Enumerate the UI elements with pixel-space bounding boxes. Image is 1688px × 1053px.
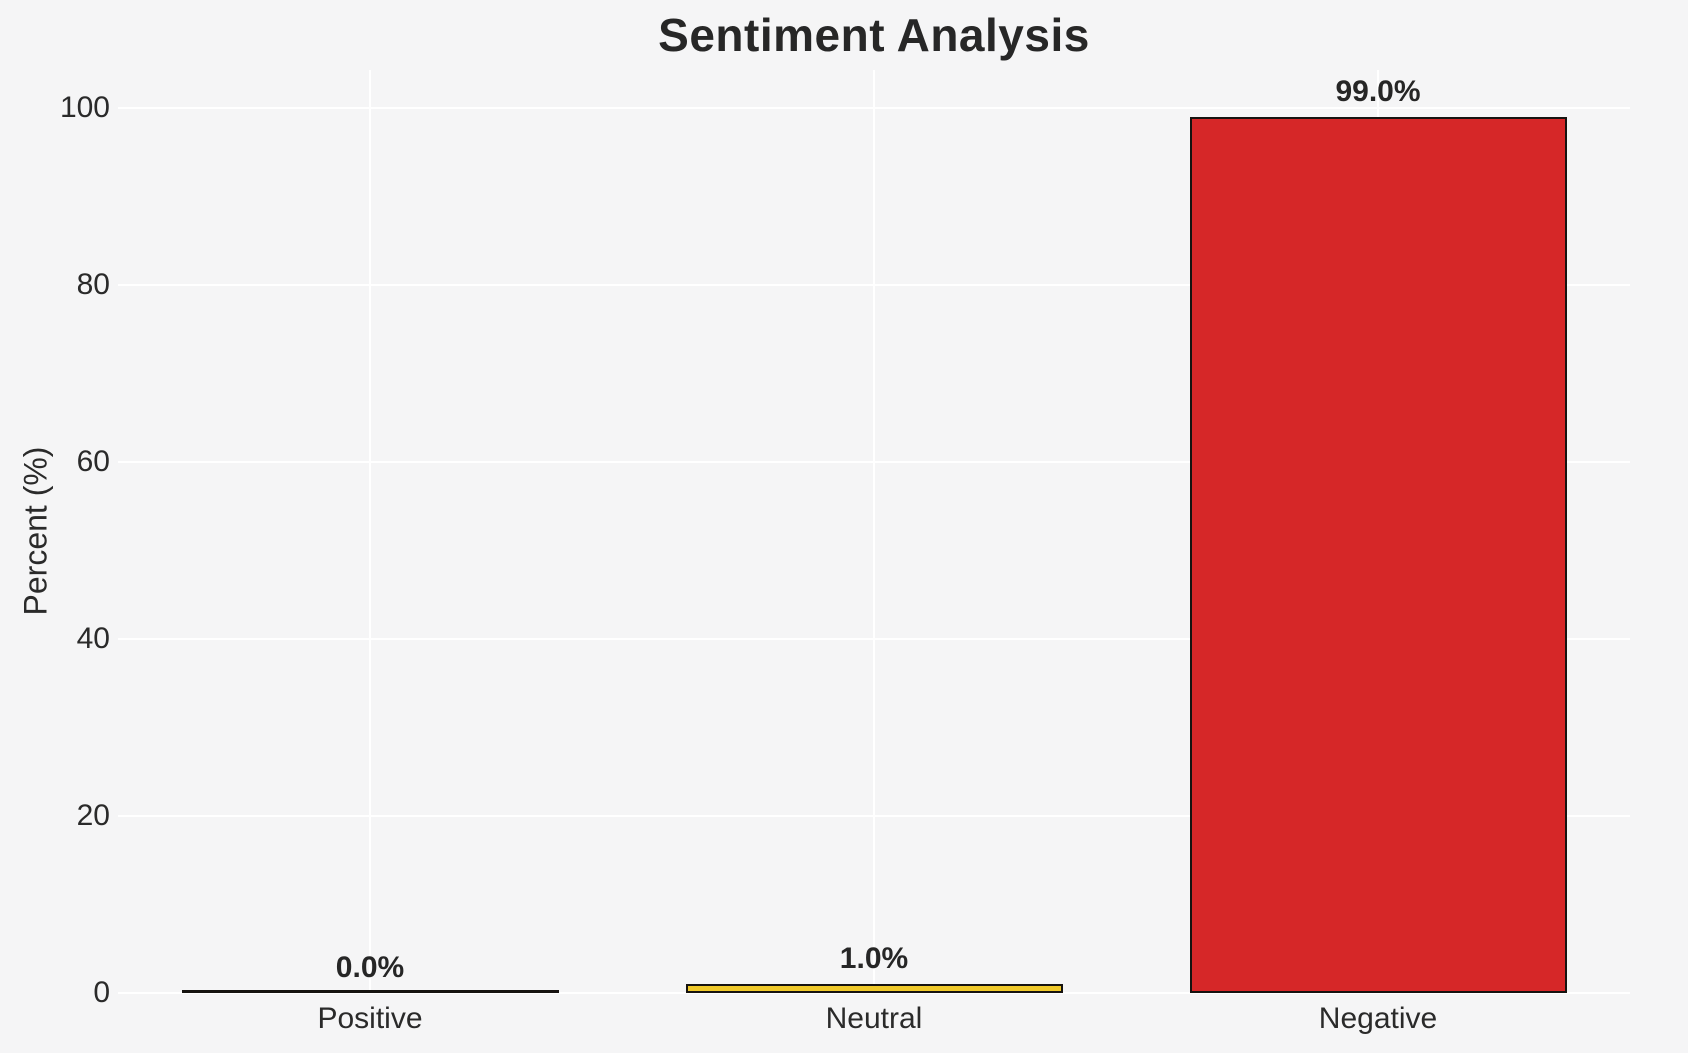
gridline-vertical (369, 70, 371, 993)
x-tick-label-positive: Positive (317, 1002, 423, 1035)
bar-positive (181, 990, 559, 993)
chart-title: Sentiment Analysis (658, 9, 1090, 61)
y-tick-label: 0 (93, 976, 110, 1009)
y-tick-label: 40 (76, 622, 110, 655)
bar-value-label: 99.0% (1335, 74, 1421, 108)
bar-value-label: 1.0% (839, 942, 909, 976)
gridline-vertical (873, 70, 875, 993)
bar-negative (1189, 116, 1567, 993)
bar-value-label: 0.0% (335, 951, 405, 984)
y-tick-label: 100 (59, 91, 110, 124)
x-tick-label-negative: Negative (1318, 1002, 1438, 1035)
y-tick-label: 60 (76, 445, 110, 478)
gridline-horizontal (118, 992, 1630, 994)
x-tick-label-neutral: Neutral (825, 1002, 923, 1035)
bar-neutral (685, 984, 1063, 993)
y-tick-label: 80 (76, 268, 110, 301)
y-tick-label: 20 (76, 799, 110, 832)
